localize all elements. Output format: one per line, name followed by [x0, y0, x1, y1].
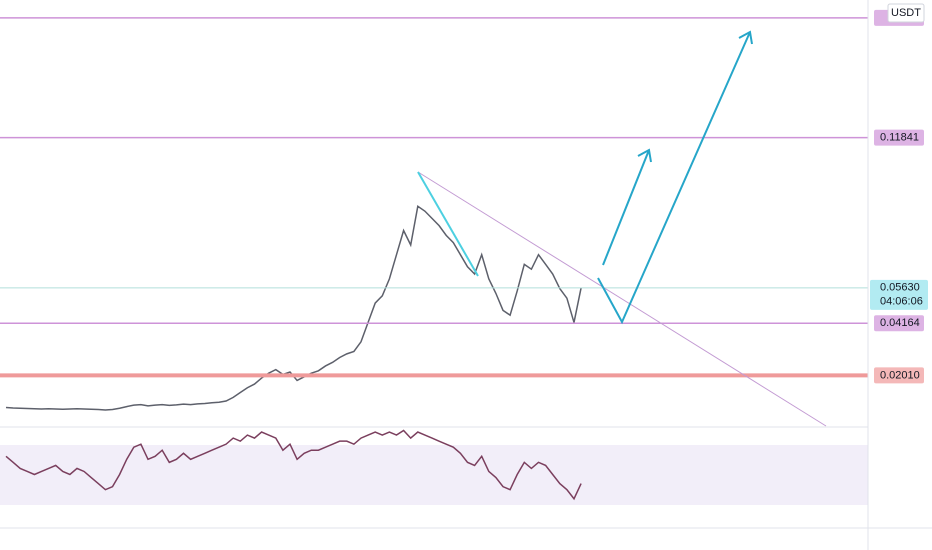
last-price-label: 0.05630 [880, 282, 920, 294]
trend-line [417, 171, 827, 427]
arrow-head [637, 148, 652, 163]
marks [0, 17, 868, 501]
projection-arrow [597, 31, 751, 325]
rsi-line [5, 429, 582, 501]
level-label-box [874, 315, 924, 332]
level-label: 0.02010 [880, 369, 920, 381]
drawn-leg [417, 171, 479, 277]
level-label-box [874, 367, 924, 384]
last-price-box [870, 279, 928, 310]
currency-box [887, 3, 925, 23]
countdown: 04:06:06 [880, 296, 923, 308]
level-label-box [874, 129, 924, 146]
level-label: 0.11841 [880, 132, 919, 144]
rsi-band [0, 445, 868, 505]
projection-arrow [602, 149, 650, 266]
currency: USDT [891, 7, 921, 19]
level-label: 0.04164 [880, 317, 920, 329]
arrow-head [738, 30, 753, 45]
